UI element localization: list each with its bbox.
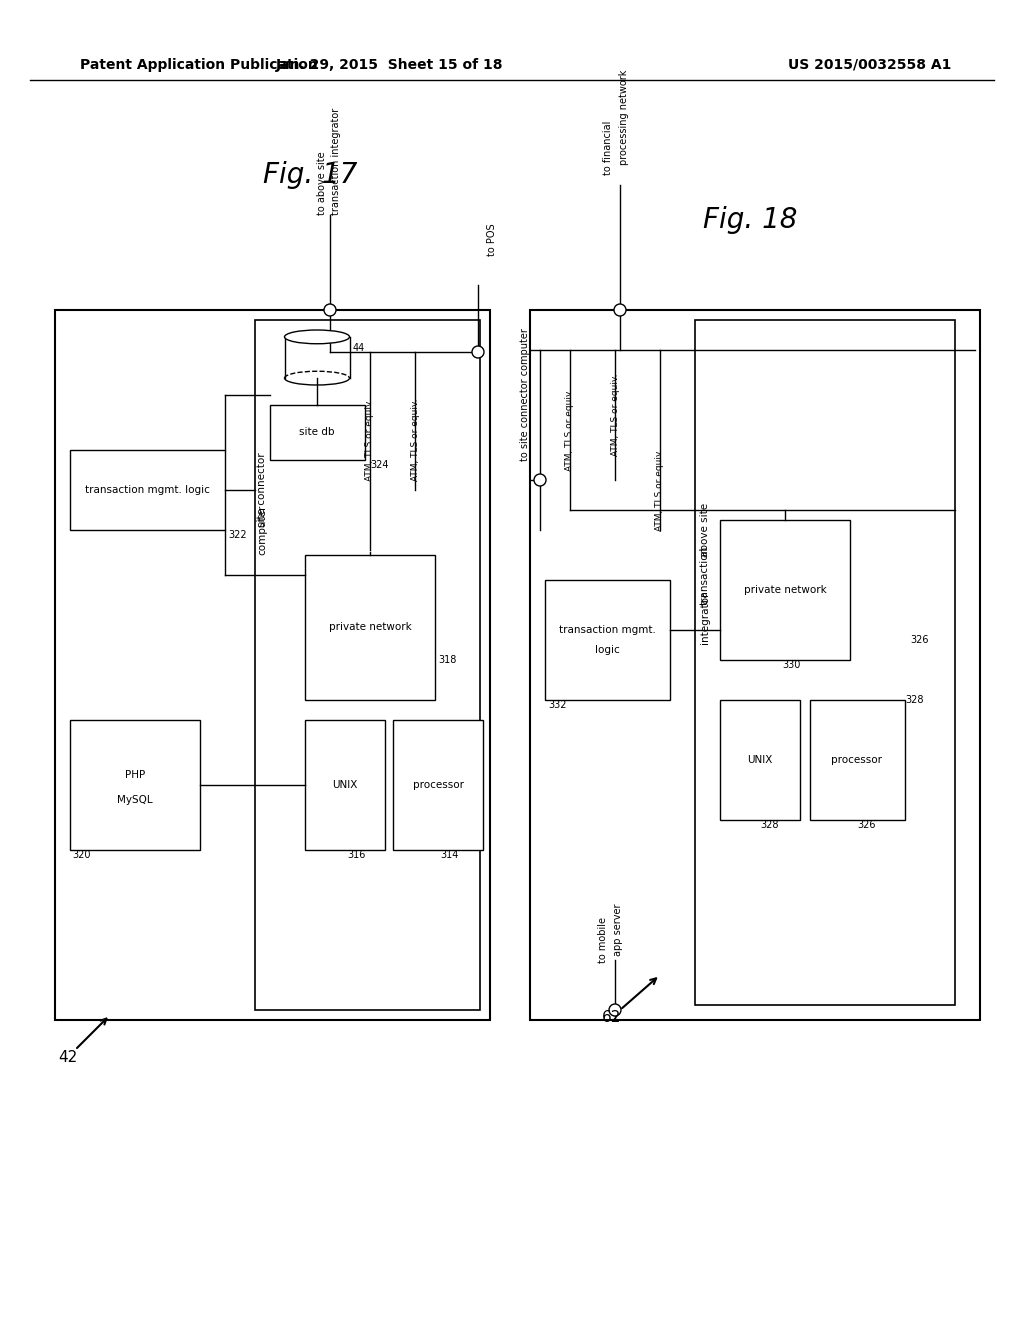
Text: 44: 44 (353, 343, 366, 352)
Bar (255, 319, 480, 1010)
Circle shape (472, 346, 484, 358)
Bar (810, 700, 905, 820)
Text: processing network: processing network (618, 70, 629, 165)
Text: to mobile: to mobile (598, 917, 608, 964)
Text: computer: computer (257, 504, 267, 556)
Text: ATM, TLS or equiv.: ATM, TLS or equiv. (610, 374, 620, 457)
Text: transaction mgmt.: transaction mgmt. (558, 624, 655, 635)
Text: transaction mgmt. logic: transaction mgmt. logic (85, 484, 210, 495)
Text: above site: above site (700, 503, 710, 557)
Text: 330: 330 (782, 660, 801, 671)
Text: 328: 328 (760, 820, 778, 830)
Text: to POS: to POS (487, 223, 497, 256)
Bar (720, 700, 800, 820)
Text: 326: 326 (910, 635, 929, 645)
Text: Jan. 29, 2015  Sheet 15 of 18: Jan. 29, 2015 Sheet 15 of 18 (276, 58, 504, 73)
Text: PHP: PHP (125, 770, 145, 780)
Text: ATM, TLS or equiv.: ATM, TLS or equiv. (655, 449, 665, 531)
Circle shape (609, 1005, 621, 1016)
Text: private network: private network (329, 622, 412, 632)
Bar (70, 450, 225, 531)
Text: site connector: site connector (257, 453, 267, 527)
Text: ATM, TLS or equiv.: ATM, TLS or equiv. (411, 399, 420, 482)
Bar (695, 319, 955, 1005)
Text: 320: 320 (72, 850, 90, 861)
Text: Fig. 17: Fig. 17 (263, 161, 357, 189)
Text: US 2015/0032558 A1: US 2015/0032558 A1 (788, 58, 951, 73)
Bar (530, 310, 980, 1020)
Text: 42: 42 (58, 1051, 78, 1065)
Circle shape (324, 304, 336, 315)
Text: MySQL: MySQL (117, 795, 153, 805)
Text: 318: 318 (438, 655, 457, 665)
Text: ATM, TLS or equiv.: ATM, TLS or equiv. (565, 389, 574, 471)
Text: Patent Application Publication: Patent Application Publication (80, 58, 317, 73)
Circle shape (614, 304, 626, 315)
Bar (305, 554, 435, 700)
Text: integrator: integrator (700, 591, 710, 644)
Text: logic: logic (595, 645, 620, 655)
Bar (305, 719, 385, 850)
Text: processor: processor (831, 755, 883, 766)
Circle shape (534, 474, 546, 486)
Text: to financial: to financial (603, 120, 613, 176)
Text: 332: 332 (548, 700, 566, 710)
Text: ATM, TLS or equiv.: ATM, TLS or equiv. (366, 399, 375, 482)
Ellipse shape (285, 330, 349, 343)
Ellipse shape (285, 330, 349, 343)
Text: UNIX: UNIX (333, 780, 357, 789)
Text: Fig. 18: Fig. 18 (702, 206, 798, 234)
Text: app server: app server (613, 904, 623, 956)
Bar (55, 310, 490, 1020)
Bar (70, 719, 200, 850)
Text: private network: private network (743, 585, 826, 595)
Text: site db: site db (299, 426, 335, 437)
Bar (720, 520, 850, 660)
Text: UNIX: UNIX (748, 755, 773, 766)
Text: 62: 62 (602, 1011, 622, 1026)
Bar (545, 579, 670, 700)
Text: transaction: transaction (700, 545, 710, 605)
Text: 326: 326 (857, 820, 876, 830)
Bar (270, 405, 365, 459)
Text: 316: 316 (347, 850, 366, 861)
Text: 314: 314 (440, 850, 459, 861)
Text: to above site: to above site (317, 152, 327, 215)
Text: 328: 328 (905, 696, 924, 705)
Text: to site connector computer: to site connector computer (520, 329, 530, 462)
Text: transaction integrator: transaction integrator (331, 108, 341, 215)
Text: 324: 324 (370, 459, 388, 470)
Text: processor: processor (413, 780, 464, 789)
Text: 322: 322 (228, 531, 247, 540)
Bar (393, 719, 483, 850)
